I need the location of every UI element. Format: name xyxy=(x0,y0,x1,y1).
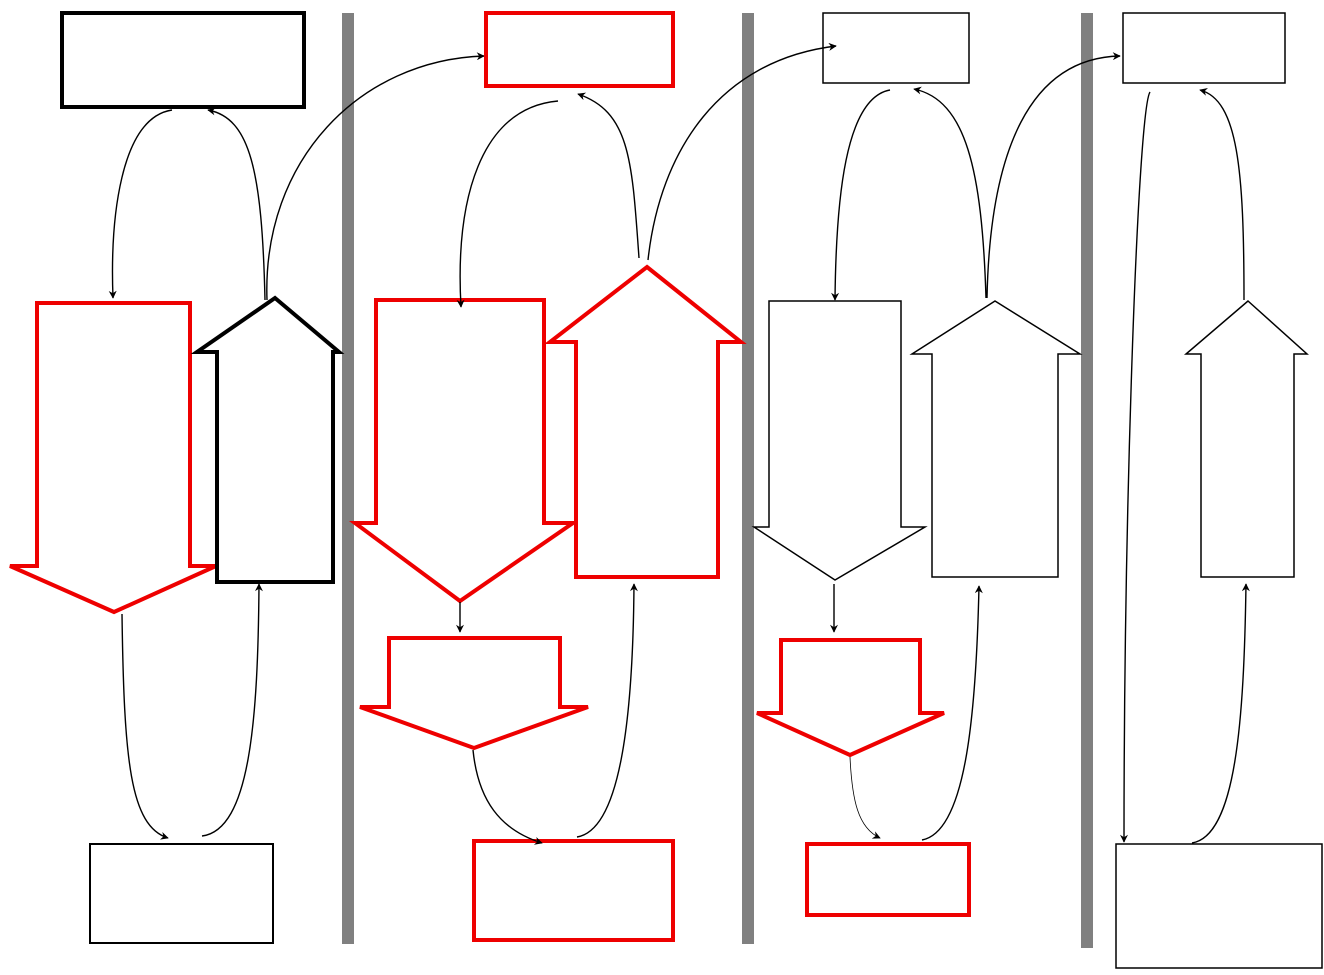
connector xyxy=(913,86,987,299)
connector xyxy=(831,89,891,301)
connector xyxy=(1199,87,1245,301)
panel-3-down-arrow-large xyxy=(751,300,928,581)
panel-2-top-box xyxy=(484,11,675,88)
panel-1 xyxy=(9,11,485,944)
connector xyxy=(108,109,173,299)
panel-1-up-arrow xyxy=(190,295,345,584)
panel-1-connectors xyxy=(108,52,485,840)
connector xyxy=(207,107,266,301)
panel-3-bottom-box xyxy=(805,842,971,917)
separator-2 xyxy=(742,13,754,944)
panel-3-down-arrow-small xyxy=(756,638,945,758)
connector xyxy=(986,52,1121,299)
connector xyxy=(576,583,638,838)
separator-3 xyxy=(1081,13,1093,948)
panel-2-down-arrow-small xyxy=(359,636,589,751)
connector xyxy=(921,585,983,841)
panel-4-top-box xyxy=(1122,12,1286,84)
connector xyxy=(266,52,485,301)
panel-2 xyxy=(348,11,837,942)
panel-4 xyxy=(1115,12,1323,969)
connector xyxy=(456,100,559,308)
connector xyxy=(577,92,640,259)
panel-2-up-arrow xyxy=(544,264,747,579)
panel-4-bottom-box xyxy=(1115,843,1323,969)
connector xyxy=(121,613,169,840)
panel-4-connectors xyxy=(1120,87,1250,844)
connector xyxy=(201,583,263,837)
panel-3-up-arrow xyxy=(909,300,1083,578)
panel-1-down-arrow-large xyxy=(9,301,217,615)
panel-1-bottom-box xyxy=(89,843,274,944)
panel-2-bottom-box xyxy=(472,839,675,942)
panel-2-connectors xyxy=(456,42,837,845)
panel-1-top-box xyxy=(60,11,306,109)
panel-2-down-arrow-large xyxy=(348,298,580,604)
connector xyxy=(1120,91,1151,843)
separator-1 xyxy=(342,13,354,944)
panel-3-connectors xyxy=(830,52,1121,841)
connector xyxy=(472,749,543,845)
panel-separators xyxy=(342,13,1093,948)
panel-3-top-box xyxy=(822,12,970,84)
connector xyxy=(849,756,881,839)
connector xyxy=(1191,583,1250,844)
connector xyxy=(647,42,837,261)
panel-3 xyxy=(751,12,1121,917)
panel-4-up-arrow xyxy=(1183,300,1309,578)
